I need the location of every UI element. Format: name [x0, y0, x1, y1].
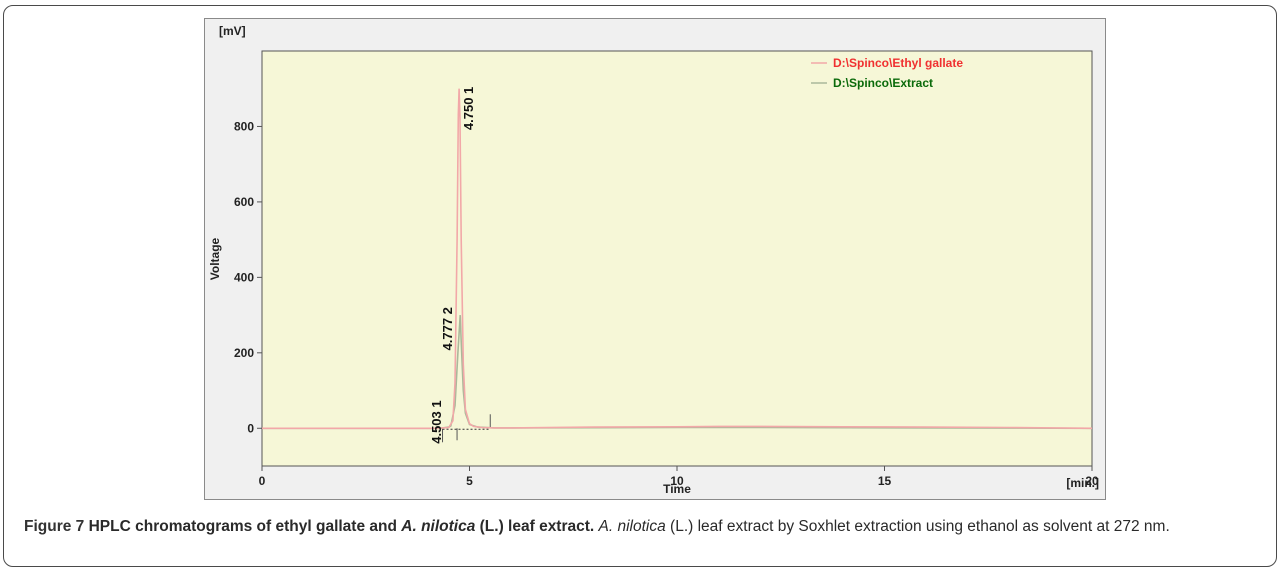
x-axis-title: Time [663, 482, 691, 496]
series-group [262, 88, 1093, 430]
caption-figure-label: Figure 7 [24, 518, 85, 535]
y-tick-label: 200 [234, 346, 254, 360]
chart-box: 0 200 400 600 800 0 5 10 15 20 4.750 1 4.777 2 4.5… [204, 18, 1106, 500]
x-tick-label: 10 [670, 474, 684, 488]
caption-title-part1: HPLC chromatograms of ethyl gallate and [88, 518, 402, 535]
figure-frame: 0 200 400 600 800 0 5 10 15 20 4.750 1 4.777 2 4.5… [3, 5, 1277, 567]
caption-body: A. nilotica (L.) leaf extract by Soxhlet… [599, 518, 1170, 535]
y-tick-label: 800 [234, 119, 254, 133]
y-axis-title: Voltage [208, 237, 222, 280]
legend-label-extract: D:\Spinco\Extract [833, 76, 933, 90]
legend-label-ethyl-gallate: D:\Spinco\Ethyl gallate [833, 56, 963, 70]
peak-labels: 4.750 1 4.777 2 4.503 1 [429, 87, 476, 444]
caption-title: Figure 7 HPLC chromatograms of ethyl gal… [24, 518, 594, 535]
x-tick-label: 5 [466, 474, 473, 488]
hplc-chromatogram-chart: 0 200 400 600 800 0 5 10 15 20 4.750 1 4.777 2 4.5… [208, 24, 1099, 496]
caption-body-species: A. nilotica [598, 518, 666, 535]
x-tick-label: 0 [259, 474, 266, 488]
series-line-ethyl-gallate [262, 88, 1093, 430]
x-tick-label: 20 [1085, 474, 1099, 488]
peak-label: 4.503 1 [429, 400, 444, 443]
y-tick-label: 0 [247, 421, 254, 435]
y-unit-label: [mV] [219, 24, 246, 38]
x-axis: 0 5 10 15 20 [259, 466, 1099, 488]
caption-title-species: A. nilotica [401, 518, 476, 535]
caption-body-text: (L.) leaf extract by Soxhlet extraction … [665, 518, 1170, 535]
legend: D:\Spinco\Ethyl gallate D:\Spinco\Extrac… [811, 56, 963, 90]
y-tick-label: 600 [234, 195, 254, 209]
peak-label: 4.750 1 [461, 87, 476, 130]
plot-area [261, 50, 1093, 467]
integration-markers [442, 414, 491, 443]
peak-label: 4.777 2 [440, 307, 455, 350]
y-tick-label: 400 [234, 270, 254, 284]
figure-caption: Figure 7 HPLC chromatograms of ethyl gal… [24, 514, 1269, 540]
y-axis: 0 200 400 600 800 [234, 119, 262, 435]
caption-title-part2: (L.) leaf extract. [475, 518, 595, 535]
x-tick-label: 15 [878, 474, 892, 488]
x-unit-label: [min.] [1066, 476, 1099, 490]
